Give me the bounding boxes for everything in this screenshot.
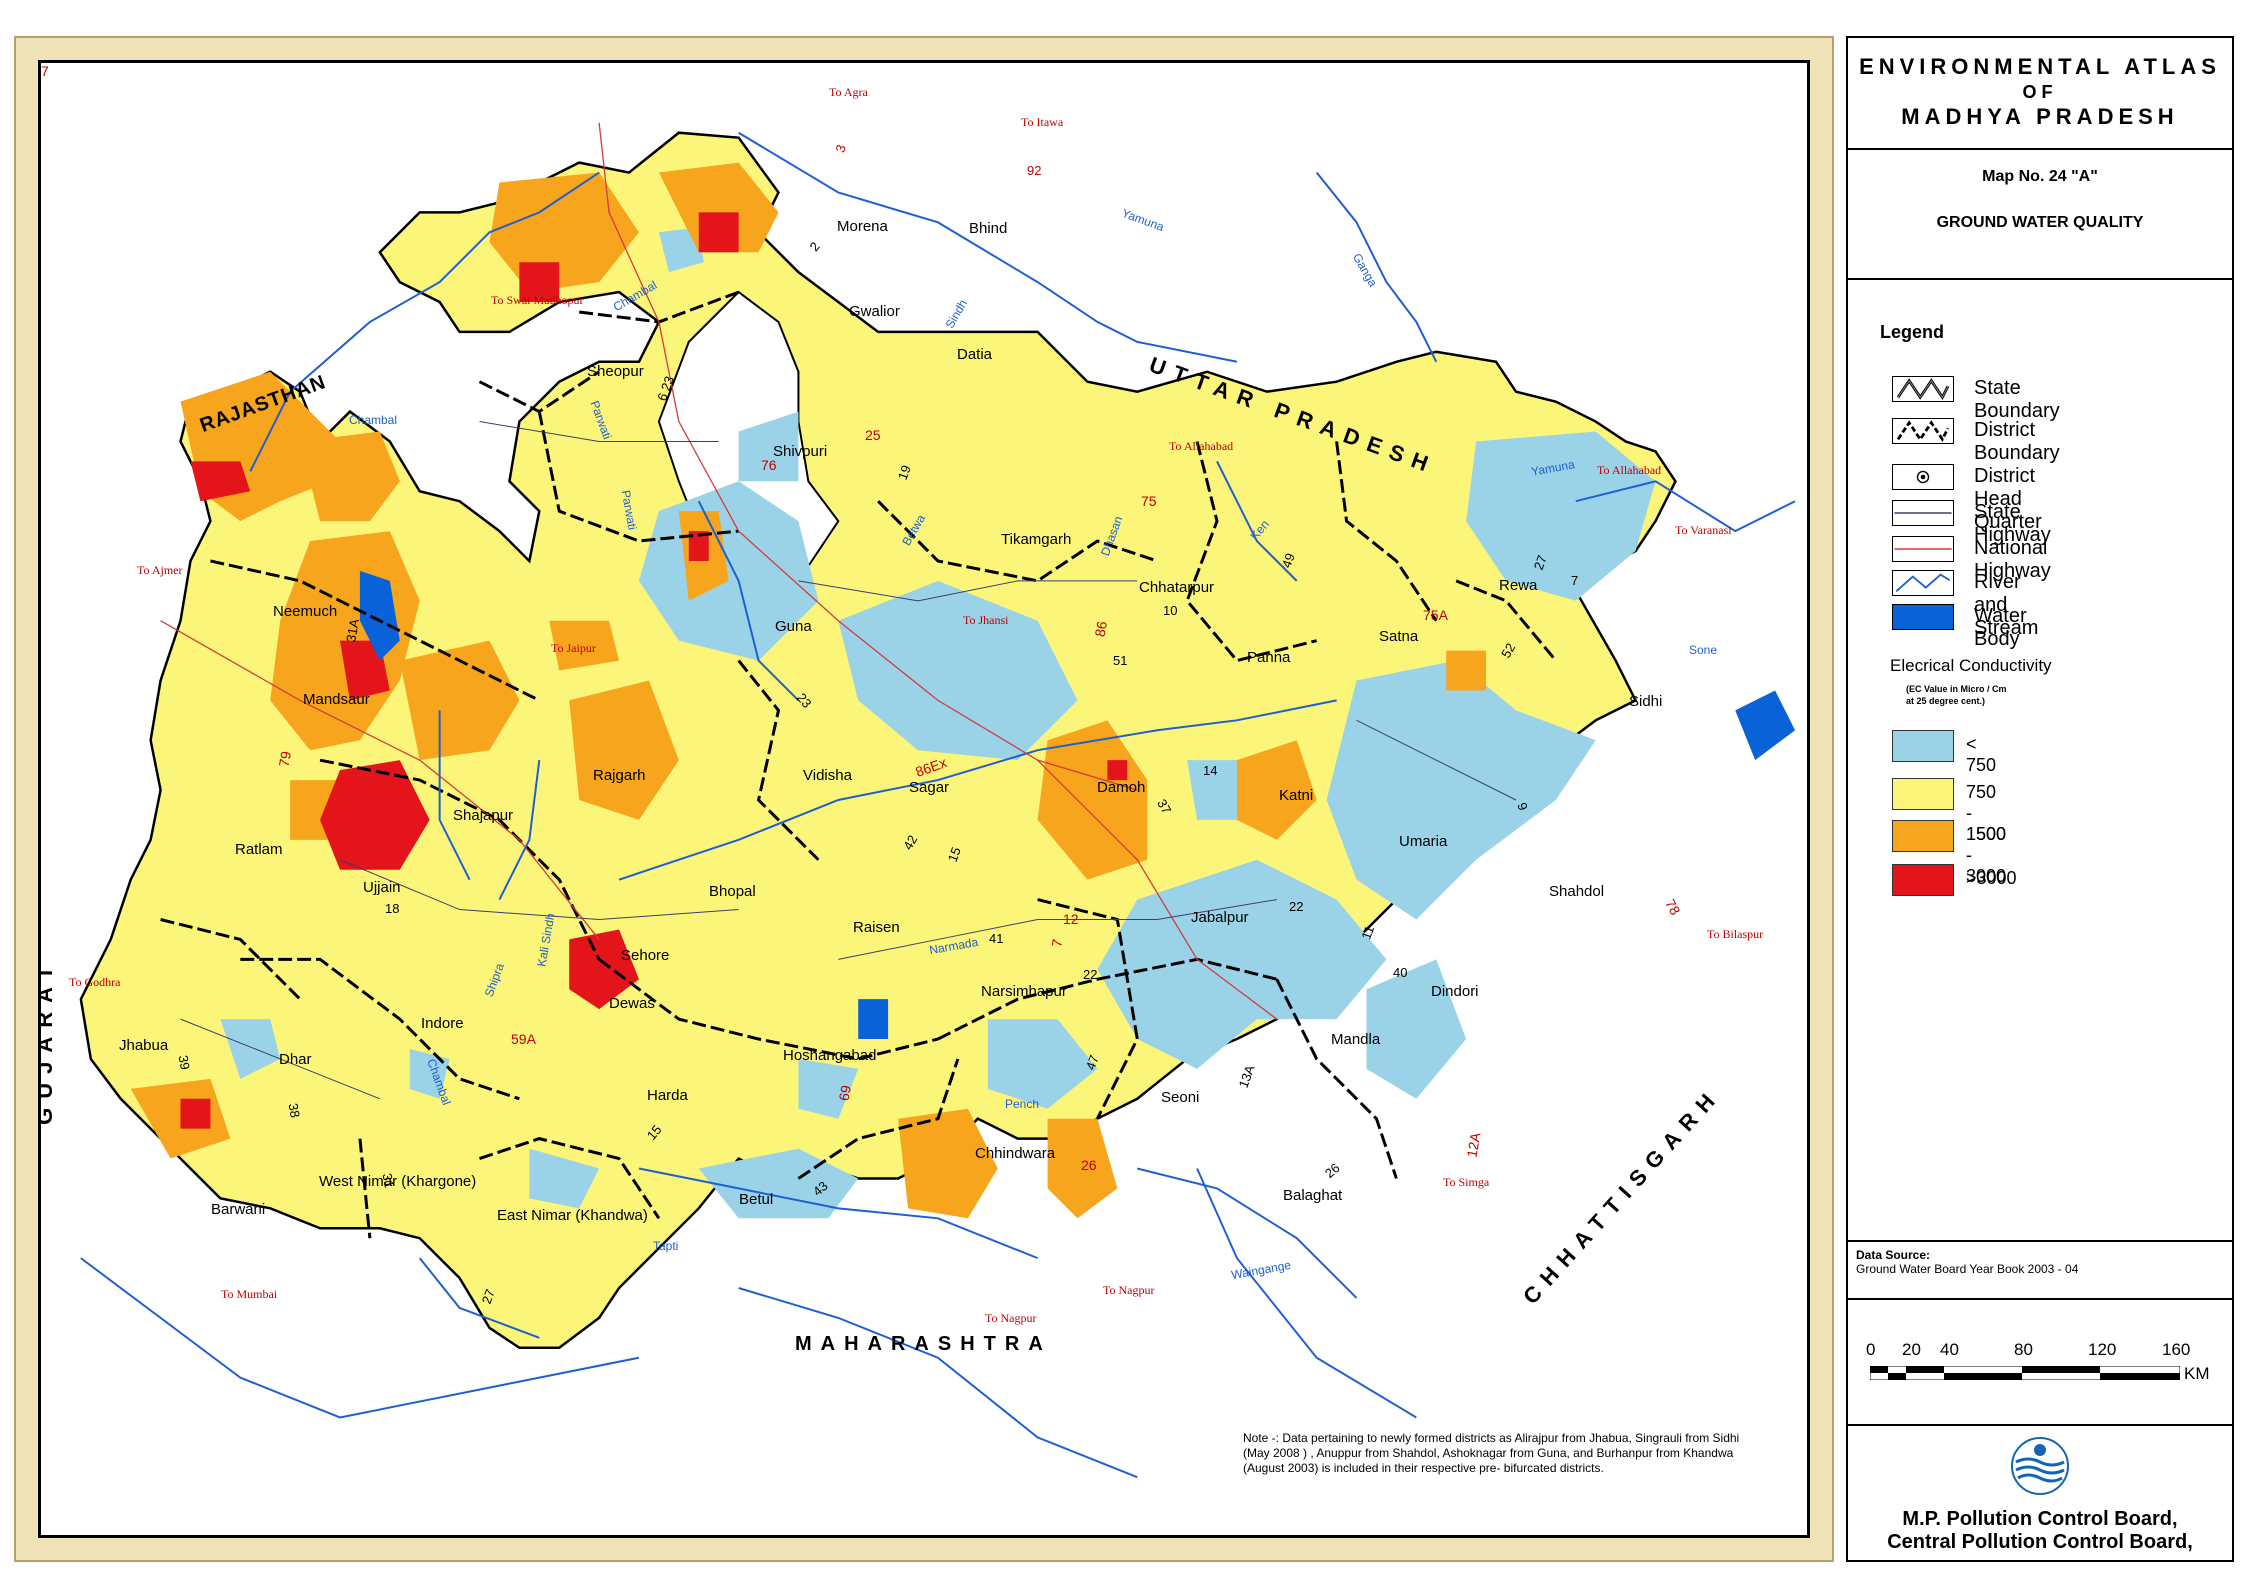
- district-boundary-symbol: [1892, 418, 1954, 444]
- ec-low-zones: [220, 227, 1656, 1219]
- legend: Legend State Boundary District Boundary …: [1848, 280, 2232, 1242]
- scale-ticks: 0 20 40 80 120 160: [1866, 1340, 2206, 1360]
- ec-swatch: [1892, 778, 1954, 810]
- ec-swatch: [1892, 730, 1954, 762]
- ec-label: < 750: [1966, 734, 1997, 775]
- pcb-logo-icon: [2011, 1437, 2069, 1495]
- water-bodies: [359, 570, 1796, 1040]
- state-outline: [79, 131, 1677, 1350]
- river-symbol: [1892, 570, 1954, 596]
- organisations: M.P. Pollution Control Board, Central Po…: [1848, 1426, 2232, 1562]
- rivers: [80, 131, 1796, 1479]
- scale-tick: 40: [1940, 1340, 1959, 1359]
- state-highway-symbol: [1892, 500, 1954, 526]
- ec-note-1: (EC Value in Micro / Cm: [1906, 684, 2007, 694]
- district-hq-symbol: [1892, 464, 1954, 490]
- data-source: Data Source: Ground Water Board Year Boo…: [1848, 1242, 2232, 1300]
- national-highways: [160, 122, 1278, 1020]
- title-line-2: OF: [2022, 82, 2058, 102]
- water-body-symbol: [1892, 604, 1954, 630]
- org-line-2: Central Pollution Control Board,: [1887, 1531, 2193, 1553]
- legend-label: National Highway: [1974, 537, 2051, 582]
- map-subject: GROUND WATER QUALITY: [1936, 214, 2144, 231]
- scale-tick: 0: [1866, 1340, 1876, 1359]
- national-highway-symbol: [1892, 536, 1954, 562]
- legend-label: River and Stream: [1974, 571, 2039, 639]
- side-panel: ENVIRONMENTAL ATLAS OF MADHYA PRADESH Ma…: [1846, 36, 2234, 1562]
- scale-bar: 0 20 40 80 120 160 KM: [1848, 1300, 2232, 1426]
- ec-label: 1500 - 3000: [1966, 824, 2007, 886]
- ec-label: 750 - 1500: [1966, 782, 2007, 844]
- legend-label: District Boundary: [1974, 419, 2060, 464]
- legend-label: State Boundary: [1974, 377, 2060, 422]
- scale-unit: KM: [2184, 1364, 2210, 1383]
- ec-heading: Elecrical Conductivity: [1890, 656, 2052, 675]
- ec-swatch: [1892, 864, 1954, 896]
- legend-label: District Head Quarter: [1974, 465, 2042, 533]
- state-boundary-symbol: [1892, 376, 1954, 402]
- scale-bar-graphic: [1870, 1366, 2180, 1380]
- map-number: Map No. 24 "A": [1982, 168, 2098, 185]
- map-canvas: [79, 122, 1796, 1479]
- map-area: RAJASTHAN UTTAR PRADESH GUJARAT CHHATTIS…: [38, 60, 1810, 1538]
- title-line-3: MADHYA PRADESH: [1901, 104, 2179, 129]
- legend-label: State Highway: [1974, 501, 2051, 546]
- org-line-1: M.P. Pollution Control Board,: [1902, 1508, 2178, 1530]
- scale-tick: 20: [1902, 1340, 1921, 1359]
- ec-note-2: at 25 degree cent.): [1906, 696, 1986, 706]
- legend-label: Water Body: [1974, 605, 2027, 650]
- title-line-1: ENVIRONMENTAL ATLAS: [1859, 54, 2221, 79]
- legend-heading: Legend: [1880, 322, 1945, 342]
- ec-swatch: [1892, 820, 1954, 852]
- data-source-heading: Data Source:: [1856, 1248, 1931, 1262]
- state-highways: [180, 421, 1517, 1100]
- scale-tick: 160: [2162, 1340, 2191, 1359]
- scale-tick: 120: [2088, 1340, 2117, 1359]
- map-info: Map No. 24 "A" GROUND WATER QUALITY: [1848, 150, 2232, 280]
- district-boundaries: [160, 290, 1558, 1239]
- scale-tick: 80: [2014, 1340, 2033, 1359]
- data-source-text: Ground Water Board Year Book 2003 - 04: [1856, 1262, 2079, 1276]
- atlas-title: ENVIRONMENTAL ATLAS OF MADHYA PRADESH: [1848, 38, 2232, 150]
- ec-label: >3000: [1966, 868, 2017, 888]
